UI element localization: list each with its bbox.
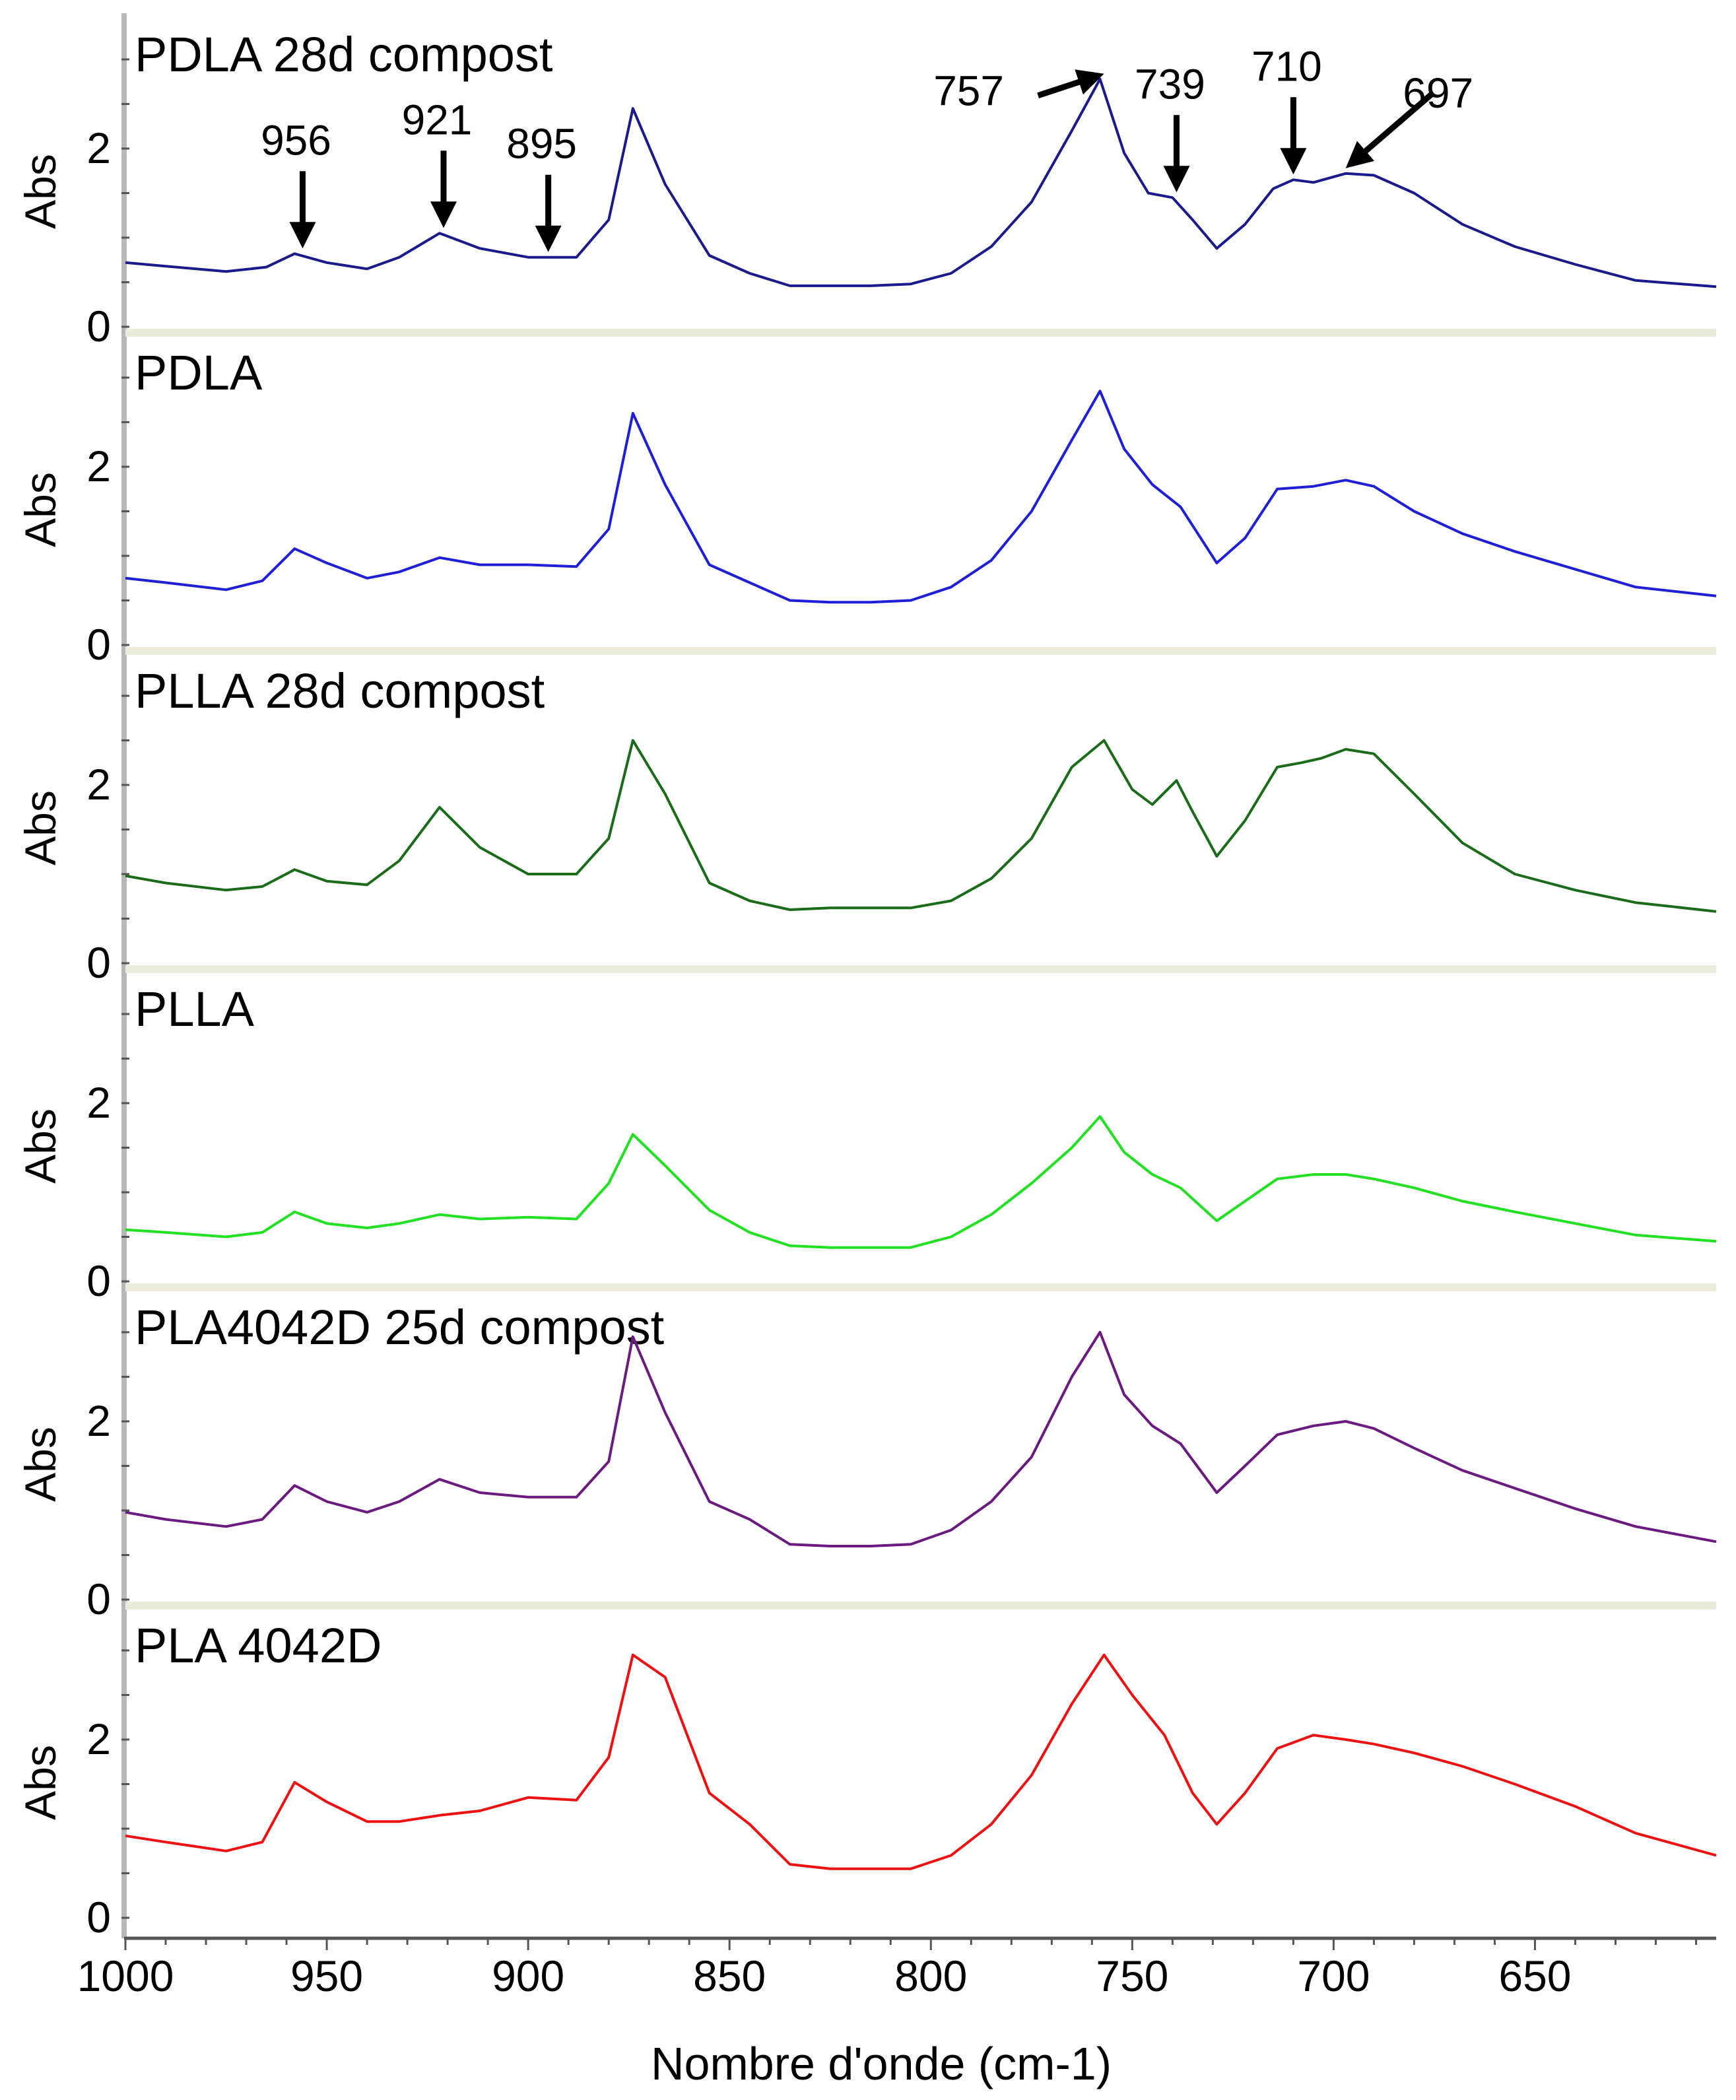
spectrum-line xyxy=(125,1653,1717,1870)
x-tick-label: 650 xyxy=(1498,1951,1571,2000)
annotation-arrow-head xyxy=(1345,141,1375,168)
panel-4: 0 2 Abs PLA4042D 25d compost xyxy=(16,1300,1717,1623)
spectrum-line xyxy=(125,1331,1717,1547)
annotation-label: 710 xyxy=(1252,42,1322,90)
x-tick-label: 850 xyxy=(693,1951,766,2000)
x-tick-label: 900 xyxy=(492,1951,564,2000)
y-axis-label: Abs xyxy=(16,1108,65,1184)
annotation: 710 xyxy=(1252,42,1322,175)
y-tick-label: 2 xyxy=(86,1078,111,1127)
y-axis-label: Abs xyxy=(16,472,65,547)
spectrum-line xyxy=(125,1115,1717,1249)
y-tick-label: 0 xyxy=(86,1575,111,1623)
panel-0: 0 2 Abs PDLA 28d compost 956 921 895 757 739 710 6… xyxy=(16,27,1717,351)
annotation: 921 xyxy=(402,96,473,228)
annotation-arrow-head xyxy=(1163,166,1190,193)
panel-separator xyxy=(125,329,1716,337)
x-axis: 1000 950 900 850 800 750 700 650 xyxy=(77,1936,1716,2000)
panel-2: 0 2 Abs PLLA 28d compost xyxy=(16,663,1717,987)
panel-label: PLLA 28d compost xyxy=(135,663,545,718)
annotation-arrow-head xyxy=(1075,69,1104,95)
annotation-label: 739 xyxy=(1135,60,1205,108)
y-tick-label: 2 xyxy=(86,442,111,491)
y-tick-label: 2 xyxy=(86,1396,111,1445)
panel-3: 0 2 Abs PLLA xyxy=(16,982,1717,1305)
y-tick-label: 2 xyxy=(86,760,111,809)
annotation-label: 921 xyxy=(402,96,473,143)
panel-separator xyxy=(125,1602,1716,1609)
y-axis-label: Abs xyxy=(16,1427,65,1502)
annotation-arrow-head xyxy=(1280,148,1307,175)
x-tick-label: 750 xyxy=(1096,1951,1168,2000)
x-tick-label: 1000 xyxy=(77,1951,174,2000)
panel-separator xyxy=(125,647,1716,655)
annotation-label: 895 xyxy=(506,120,577,168)
panel-5: 0 2 Abs PLA 4042D xyxy=(16,1618,1717,1942)
annotation-label: 757 xyxy=(933,67,1004,115)
annotation: 895 xyxy=(506,120,577,252)
spectrum-line xyxy=(125,739,1717,913)
y-tick-label: 0 xyxy=(86,1256,111,1305)
panel-label: PLA 4042D xyxy=(135,1618,382,1673)
chart-panels: 0 2 Abs PDLA 28d compost 956 921 895 757 739 710 6… xyxy=(16,13,1717,1942)
annotation-arrow-head xyxy=(289,222,316,249)
annotation: 757 xyxy=(933,67,1104,115)
y-tick-label: 2 xyxy=(86,123,111,172)
y-tick-label: 2 xyxy=(86,1714,111,1763)
panel-label: PLLA xyxy=(135,982,255,1036)
panel-1: 0 2 Abs PDLA xyxy=(16,345,1717,669)
panel-separator xyxy=(125,965,1716,973)
panel-separator xyxy=(125,1283,1716,1291)
annotation: 956 xyxy=(261,116,331,249)
panel-label: PDLA xyxy=(135,345,263,400)
x-tick-label: 950 xyxy=(290,1951,363,2000)
x-axis-label: Nombre d'onde (cm-1) xyxy=(651,2038,1112,2089)
y-tick-label: 0 xyxy=(86,938,111,987)
annotation: 697 xyxy=(1345,69,1473,168)
annotation-arrow-head xyxy=(535,225,562,252)
spectrum-line xyxy=(125,77,1717,288)
x-tick-label: 700 xyxy=(1297,1951,1370,2000)
y-axis-label: Abs xyxy=(16,154,65,229)
spectrum-line xyxy=(125,390,1717,604)
y-tick-label: 0 xyxy=(86,302,111,351)
panel-label: PLA4042D 25d compost xyxy=(135,1300,665,1355)
y-axis-label: Abs xyxy=(16,790,65,865)
annotation: 739 xyxy=(1135,60,1205,193)
annotation-arrow-shaft xyxy=(1037,78,1084,98)
y-tick-label: 0 xyxy=(86,620,111,669)
y-axis-label: Abs xyxy=(16,1745,65,1820)
annotation-arrow-head xyxy=(430,201,457,228)
panel-label: PDLA 28d compost xyxy=(135,27,553,82)
x-tick-label: 800 xyxy=(894,1951,967,2000)
annotation-label: 956 xyxy=(261,116,331,164)
annotation-arrow-shaft xyxy=(1360,92,1434,156)
y-tick-label: 0 xyxy=(86,1893,111,1942)
